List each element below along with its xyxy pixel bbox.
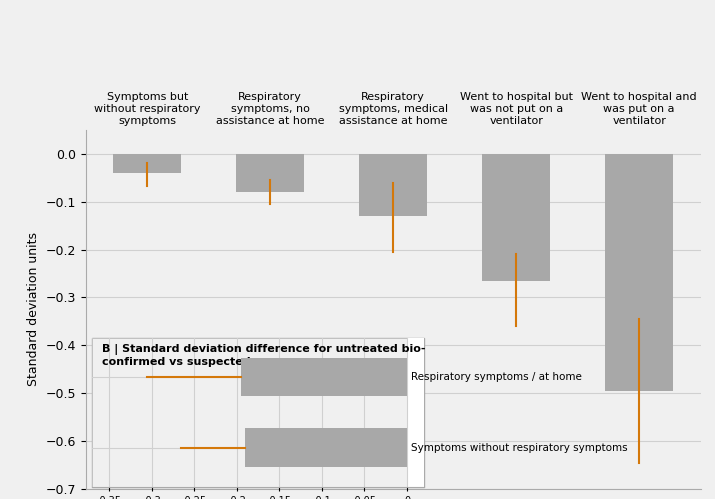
- Text: B | Standard deviation difference for untreated bio-
confirmed vs suspected case: B | Standard deviation difference for un…: [102, 344, 425, 367]
- Text: Symptoms without respiratory symptoms: Symptoms without respiratory symptoms: [411, 443, 628, 453]
- Y-axis label: Standard deviation units: Standard deviation units: [27, 233, 40, 386]
- Bar: [606, 154, 673, 391]
- Bar: [114, 154, 181, 173]
- Bar: [92, 338, 424, 487]
- Bar: [237, 154, 304, 192]
- Text: Respiratory symptoms / at home: Respiratory symptoms / at home: [411, 372, 582, 382]
- Bar: [360, 154, 427, 216]
- Bar: [245, 428, 407, 467]
- Bar: [483, 154, 550, 280]
- Bar: [241, 358, 407, 397]
